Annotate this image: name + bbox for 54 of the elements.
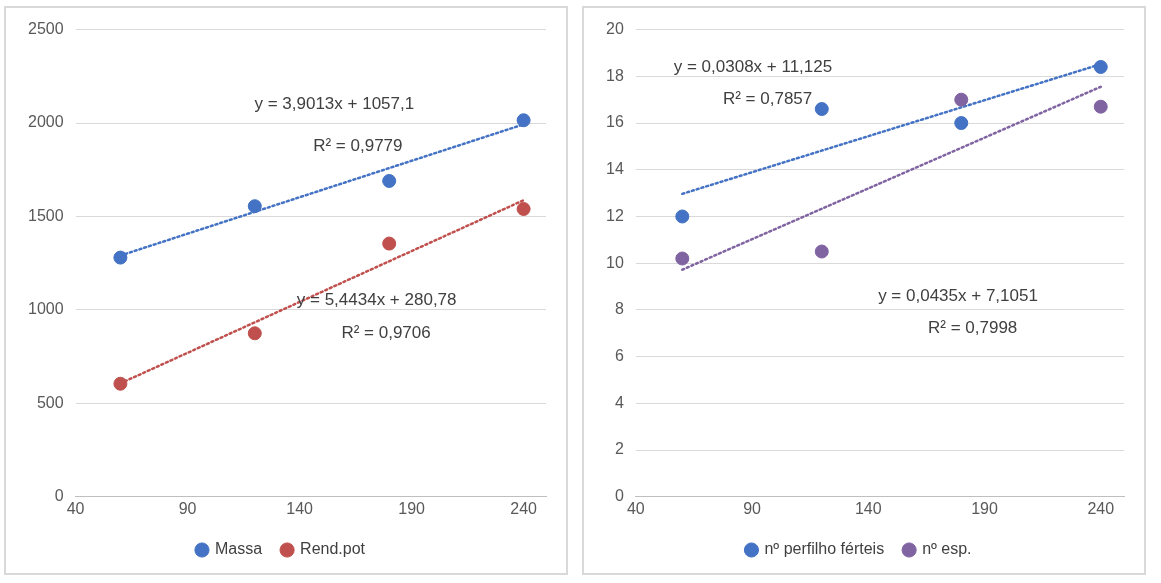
x-tick-label: 40 [66, 499, 85, 517]
x-tick-label: 190 [971, 499, 998, 517]
annotation: y = 0,0308x + 11,125 [673, 56, 833, 76]
y-tick-label: 14 [606, 160, 624, 178]
annotation: y = 3,9013x + 1057,1 [254, 94, 415, 114]
y-tick-label: 1000 [28, 300, 64, 318]
legend-label: Massa [214, 540, 263, 558]
point [1093, 99, 1108, 114]
annotation: R² = 0,9779 [313, 136, 403, 156]
point [954, 116, 969, 131]
y-tick-label: 1500 [28, 206, 64, 224]
x-tick-label: 40 [626, 499, 645, 517]
point [1093, 59, 1108, 74]
point [247, 199, 262, 214]
y-tick-label: 10 [606, 253, 624, 271]
x-tick-label: 90 [743, 499, 762, 517]
x-tick-label: 190 [398, 499, 426, 517]
annotation: R² = 0,9706 [341, 322, 431, 342]
legend-label: nº perfilho férteis [764, 540, 885, 558]
x-tick-label: 240 [510, 499, 538, 517]
x-tick-label: 240 [1087, 499, 1115, 517]
annotation: y = 0,0435x + 7,1051 [878, 285, 1038, 305]
point [814, 244, 829, 259]
point [675, 209, 690, 224]
y-tick-label: 2500 [28, 20, 64, 38]
y-tick-label: 8 [614, 300, 624, 318]
annotation: R² = 0,7998 [928, 318, 1018, 338]
x-tick-label: 140 [854, 499, 882, 517]
y-tick-label: 20 [606, 20, 624, 38]
point [247, 326, 262, 341]
y-tick-label: 0 [54, 487, 64, 505]
y-tick-label: 4 [614, 393, 624, 411]
point [113, 376, 128, 391]
point [382, 173, 397, 188]
y-tick-label: 6 [614, 347, 624, 365]
y-tick-label: 12 [606, 206, 624, 224]
point [814, 102, 829, 117]
y-tick-label: 500 [36, 393, 64, 411]
y-tick-label: 16 [606, 113, 624, 131]
point [675, 251, 690, 266]
point [113, 250, 128, 265]
y-tick-label: 2000 [28, 113, 64, 131]
x-tick-label: 140 [286, 499, 314, 517]
point [954, 92, 969, 107]
point [516, 113, 531, 128]
x-tick-label: 90 [178, 499, 197, 517]
y-tick-label: 18 [606, 66, 624, 84]
legend-label: nº esp. [922, 540, 972, 558]
annotation: R² = 0,7857 [722, 89, 813, 109]
point [382, 236, 397, 251]
y-tick-label: 2 [614, 440, 624, 458]
point [516, 202, 531, 217]
y-tick-label: 0 [614, 487, 624, 505]
legend-label: Rend.pot [300, 540, 366, 558]
